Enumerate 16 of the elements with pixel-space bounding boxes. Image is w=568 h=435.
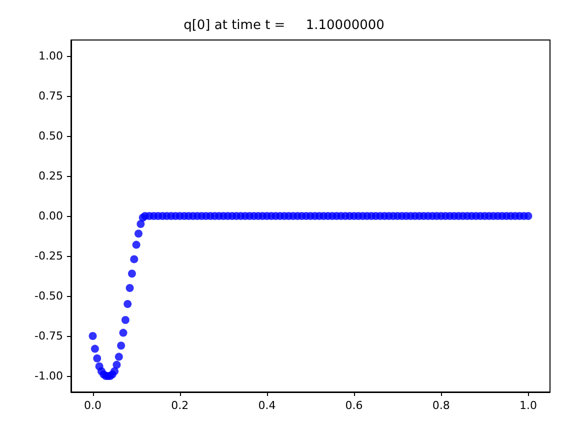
- x-tick-label: 0.0: [84, 399, 102, 412]
- x-tick-label: 0.4: [258, 399, 276, 412]
- x-tick-label: 0.6: [345, 399, 363, 412]
- y-tick-label: -0.75: [34, 330, 63, 342]
- y-tick-label: -0.50: [34, 290, 63, 302]
- y-tick-label: 0.50: [38, 130, 63, 142]
- x-tick-label: 0.8: [432, 399, 450, 412]
- y-tick-label: -0.25: [34, 250, 63, 262]
- y-tick-label: -1.00: [34, 370, 63, 382]
- chart-title: q[0] at time t = 1.10000000: [184, 18, 384, 33]
- y-tick-label: 0.75: [38, 90, 63, 102]
- x-tick-label: 0.2: [171, 399, 189, 412]
- y-tick-label: 1.00: [38, 50, 63, 62]
- y-tick-label: 0.25: [38, 170, 63, 182]
- x-tick-label: 1.0: [519, 399, 537, 412]
- y-tick-label: 0.00: [38, 210, 63, 222]
